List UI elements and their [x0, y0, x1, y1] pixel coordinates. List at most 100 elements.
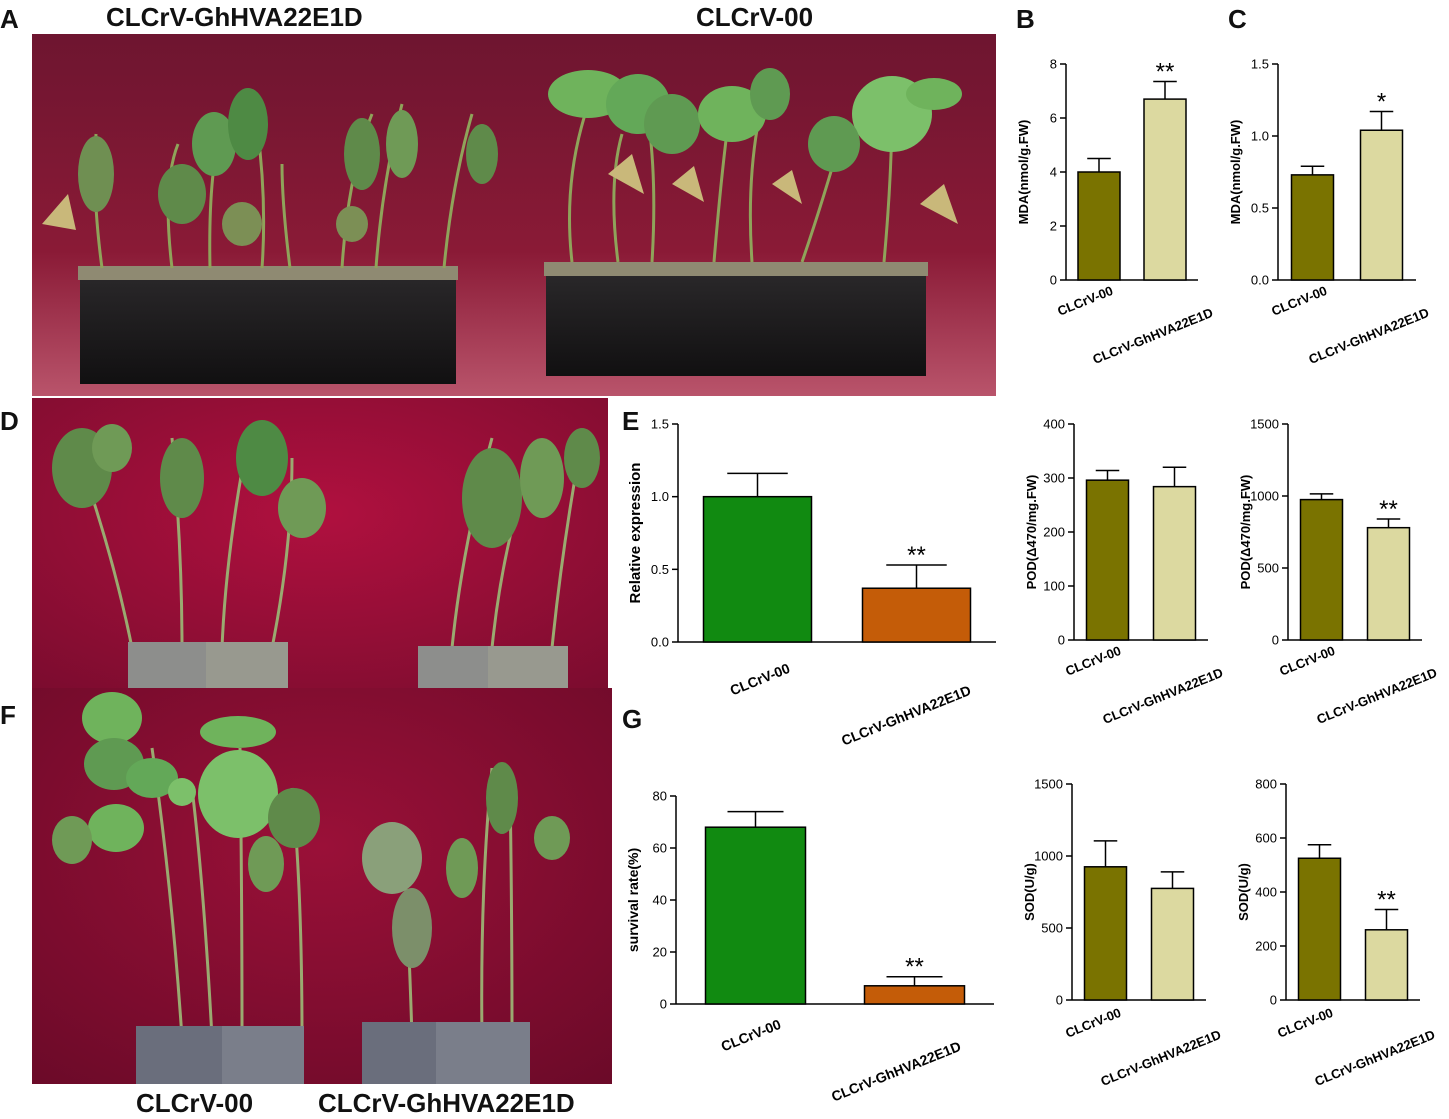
bar-1: [702, 495, 813, 643]
y-tick-label: 40: [653, 893, 667, 908]
photo-d-illustration: [32, 398, 608, 688]
y-tick-label: 60: [653, 841, 667, 856]
y-tick-label: 1.0: [651, 489, 669, 504]
photo-f-left-label: CLCrV-00: [136, 1088, 254, 1118]
y-tick-label: 2: [1050, 219, 1057, 234]
y-tick-label: 0: [1056, 993, 1063, 1008]
category-label-2: CLCrV-GhHVA22E1D: [1315, 665, 1440, 727]
bar-1: [1085, 479, 1130, 641]
y-tick-label: 0: [660, 997, 667, 1012]
category-label-1: CLCrV-00: [1277, 643, 1337, 679]
y-axis-label: POD(Δ470/mg.FW): [1024, 475, 1039, 590]
y-tick-label: 400: [1255, 885, 1277, 900]
chart-b: 0 2 4 6 8 MDA(nmol/g.FW) CLCrV-00 ** CLCrV-GhHVA…: [1016, 57, 1216, 367]
significance-mark: **: [905, 954, 924, 981]
photo-a-left-label: CLCrV-GhHVA22E1D: [106, 2, 363, 32]
chart-sod-2: 0 200 400 600 800 SOD(U/g) CLCrV-00 ** CLCrV-GhH…: [1236, 777, 1438, 1089]
photo-a-illustration: [32, 34, 996, 396]
y-tick-label: 1.5: [651, 417, 669, 432]
y-tick-label: 800: [1255, 777, 1277, 792]
y-tick-label: 500: [1257, 561, 1279, 576]
y-tick-label: 1000: [1250, 489, 1279, 504]
photo-d: [32, 398, 608, 688]
chart-g: 0 20 40 60 80 survival rate(%) CLCrV-00 ** CLCrV…: [625, 789, 994, 1105]
y-axis-label: POD(Δ470/mg.FW): [1238, 475, 1253, 590]
y-tick-label: 8: [1050, 57, 1057, 72]
y-axis-label: SOD(U/g): [1022, 863, 1037, 921]
chart-pod-2: 0 500 1000 1500 POD(Δ470/mg.FW) CLCrV-00 ** CLC…: [1238, 417, 1440, 727]
bar-2: [1366, 526, 1411, 641]
category-label-1: CLCrV-00: [1055, 283, 1115, 319]
significance-mark: **: [1156, 59, 1175, 86]
bar-2: [861, 587, 972, 643]
category-label-1: CLCrV-00: [1275, 1005, 1335, 1041]
category-label-2: CLCrV-GhHVA22E1D: [1099, 1027, 1224, 1089]
bar-2: [863, 985, 966, 1005]
y-tick-label: 6: [1050, 111, 1057, 126]
category-label-1: CLCrV-00: [719, 1016, 784, 1055]
photo-a: [32, 34, 996, 396]
chart-e: 0.0 0.5 1.0 1.5 Relative expression CLCrV-00 *…: [627, 417, 996, 749]
y-tick-label: 0.0: [1251, 273, 1269, 288]
y-tick-label: 400: [1043, 417, 1065, 432]
y-tick-label: 600: [1255, 831, 1277, 846]
photo-f-right-label: CLCrV-GhHVA22E1D: [318, 1088, 575, 1118]
y-tick-label: 300: [1043, 471, 1065, 486]
panel-letter-d: D: [0, 406, 19, 436]
significance-mark: *: [1377, 89, 1386, 116]
category-label-2: CLCrV-GhHVA22E1D: [1313, 1027, 1438, 1089]
bar-2: [1143, 98, 1187, 281]
y-axis-label: survival rate(%): [625, 848, 641, 952]
significance-mark: **: [1377, 887, 1396, 914]
y-tick-label: 200: [1255, 939, 1277, 954]
y-tick-label: 80: [653, 789, 667, 804]
y-tick-label: 0: [1058, 633, 1065, 648]
y-tick-label: 500: [1041, 921, 1063, 936]
panel-letter-b: B: [1016, 4, 1035, 34]
bar-1: [704, 826, 807, 1005]
y-tick-label: 0: [1270, 993, 1277, 1008]
category-label-2: CLCrV-GhHVA22E1D: [1091, 305, 1216, 367]
category-label-2: CLCrV-GhHVA22E1D: [839, 682, 973, 749]
category-label-1: CLCrV-00: [1063, 1005, 1123, 1041]
y-tick-label: 20: [653, 945, 667, 960]
panel-letter-c: C: [1228, 4, 1247, 34]
y-axis-label: SOD(U/g): [1236, 863, 1251, 921]
photo-f-illustration: [32, 688, 612, 1084]
y-tick-label: 1500: [1250, 417, 1279, 432]
panel-letter-e: E: [622, 406, 640, 436]
y-tick-label: 4: [1050, 165, 1057, 180]
y-tick-label: 1.5: [1251, 57, 1269, 72]
bar-1: [1290, 174, 1335, 281]
bar-2: [1150, 887, 1195, 1001]
y-axis-label: Relative expression: [627, 463, 644, 604]
y-tick-label: 200: [1043, 525, 1065, 540]
bar-1: [1083, 866, 1128, 1001]
y-tick-label: 0.0: [651, 635, 669, 650]
chart-sod-1: 0 500 1000 1500 SOD(U/g) CLCrV-00CLCrV-GhHVA2…: [1022, 777, 1224, 1089]
bar-2: [1152, 485, 1197, 641]
y-tick-label: 0.5: [651, 562, 669, 577]
bar-2: [1364, 929, 1409, 1001]
photo-a-right-label: CLCrV-00: [696, 2, 814, 32]
y-tick-label: 0: [1272, 633, 1279, 648]
chart-pod-1: 0 100 200 300 400 POD(Δ470/mg.FW) CLCrV-00CLCr…: [1024, 417, 1226, 727]
bar-1: [1297, 857, 1342, 1001]
panel-letter-a: A: [0, 4, 19, 34]
y-tick-label: 1500: [1034, 777, 1063, 792]
y-tick-label: 100: [1043, 579, 1065, 594]
y-axis-label: MDA(nmol/g.FW): [1228, 120, 1243, 225]
panel-letter-f: F: [0, 700, 16, 730]
chart-c: 0.0 0.5 1.0 1.5 MDA(nmol/g.FW) CLCrV-00 * CLCrV…: [1228, 57, 1431, 367]
y-tick-label: 0.5: [1251, 201, 1269, 216]
bar-1: [1299, 498, 1344, 641]
category-label-2: CLCrV-GhHVA22E1D: [1101, 665, 1226, 727]
category-label-1: CLCrV-00: [1063, 643, 1123, 679]
y-tick-label: 0: [1050, 273, 1057, 288]
photo-f: [32, 688, 612, 1084]
pots-right: [544, 262, 928, 376]
bar-2: [1359, 129, 1404, 281]
y-axis-label: MDA(nmol/g.FW): [1016, 120, 1031, 225]
category-label-2: CLCrV-GhHVA22E1D: [829, 1038, 963, 1105]
panel-letter-g: G: [622, 704, 643, 734]
